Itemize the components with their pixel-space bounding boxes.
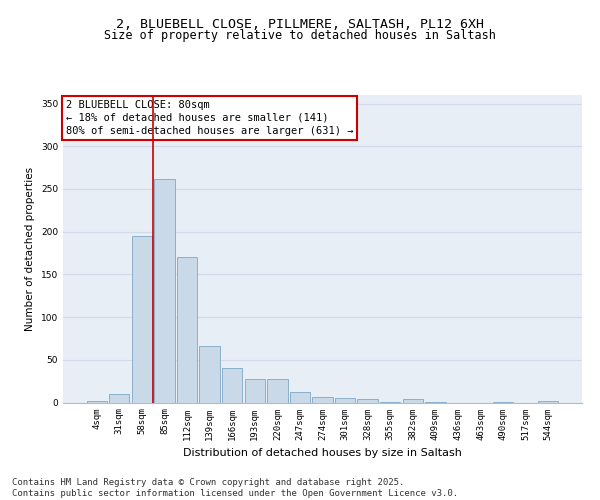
Bar bbox=[335, 398, 355, 402]
Bar bbox=[177, 258, 197, 402]
Bar bbox=[245, 378, 265, 402]
Bar bbox=[222, 368, 242, 402]
Text: 2 BLUEBELL CLOSE: 80sqm
← 18% of detached houses are smaller (141)
80% of semi-d: 2 BLUEBELL CLOSE: 80sqm ← 18% of detache… bbox=[65, 100, 353, 136]
Bar bbox=[358, 399, 378, 402]
Text: Size of property relative to detached houses in Saltash: Size of property relative to detached ho… bbox=[104, 28, 496, 42]
Bar bbox=[109, 394, 130, 402]
Bar bbox=[538, 401, 559, 402]
Bar bbox=[313, 396, 332, 402]
Bar bbox=[403, 399, 423, 402]
X-axis label: Distribution of detached houses by size in Saltash: Distribution of detached houses by size … bbox=[183, 448, 462, 458]
Text: 2, BLUEBELL CLOSE, PILLMERE, SALTASH, PL12 6XH: 2, BLUEBELL CLOSE, PILLMERE, SALTASH, PL… bbox=[116, 18, 484, 30]
Bar bbox=[154, 178, 175, 402]
Y-axis label: Number of detached properties: Number of detached properties bbox=[25, 166, 35, 331]
Bar bbox=[199, 346, 220, 403]
Bar bbox=[267, 378, 287, 402]
Text: Contains HM Land Registry data © Crown copyright and database right 2025.
Contai: Contains HM Land Registry data © Crown c… bbox=[12, 478, 458, 498]
Bar bbox=[132, 236, 152, 402]
Bar bbox=[290, 392, 310, 402]
Bar bbox=[86, 401, 107, 402]
